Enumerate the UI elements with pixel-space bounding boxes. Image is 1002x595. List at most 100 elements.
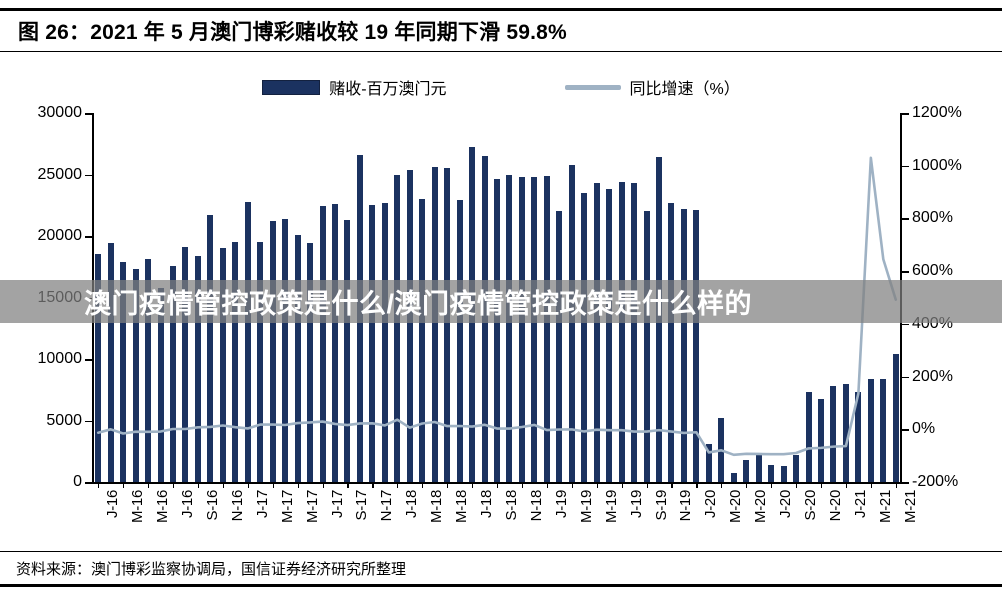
y-tick-left: [85, 420, 92, 422]
x-tick-label: N-17: [378, 490, 396, 522]
chart-source-bar: 资料来源：澳门博彩监察协调局，国信证券经济研究所整理: [0, 551, 1002, 587]
bar: [107, 243, 114, 482]
x-tick-label: N-16: [228, 490, 246, 522]
bar: [307, 243, 314, 482]
y-tick-right: [902, 482, 909, 484]
x-tick: [671, 482, 673, 488]
x-tick-label: J-18: [403, 490, 421, 518]
x-tick: [372, 482, 374, 488]
x-tick-label: M-21: [901, 490, 919, 523]
bar: [194, 255, 201, 482]
y-tick-right: [902, 376, 909, 379]
watermark-text: 澳门疫情管控政策是什么/澳门疫情管控政策是什么样的: [84, 289, 753, 319]
y-tick-label-right: 1000%: [912, 156, 962, 174]
x-tick-label: J-19: [552, 490, 570, 518]
x-tick: [771, 482, 773, 488]
y-tick-label-left: 0: [73, 473, 82, 490]
x-tick: [721, 482, 723, 488]
x-tick: [148, 482, 150, 488]
bar: [232, 242, 239, 482]
x-tick: [621, 482, 623, 488]
x-tick-label: M-19: [577, 490, 595, 523]
x-tick-label: S-19: [652, 490, 670, 521]
x-tick-label: M-18: [428, 490, 446, 523]
x-tick: [447, 482, 449, 488]
bar: [456, 200, 463, 482]
x-tick-label: N-20: [827, 490, 844, 522]
x-tick-label: J-20: [702, 490, 720, 518]
x-tick-label: M-19: [602, 490, 620, 523]
chart-area: 050001000015000200002500030000 -200%0%20…: [0, 104, 1002, 554]
y-tick-label-left: 30000: [37, 104, 83, 121]
bar: [170, 265, 176, 482]
x-tick-label: J-16: [179, 490, 196, 518]
x-tick-label: M-16: [129, 490, 147, 523]
bar: [381, 202, 388, 482]
x-tick-label: J-21: [851, 490, 869, 518]
bar: [269, 221, 276, 482]
x-tick: [821, 482, 823, 488]
bar: [157, 287, 164, 482]
bar: [618, 181, 625, 482]
bar: [132, 269, 139, 482]
y-tick-label-right: 0%: [912, 420, 936, 438]
x-tick: [571, 482, 573, 488]
bar: [294, 234, 301, 482]
x-tick: [347, 482, 349, 488]
x-tick: [173, 482, 175, 488]
bar: [531, 176, 538, 482]
x-tick: [472, 482, 474, 488]
x-tick-label: M-20: [727, 490, 745, 523]
page-title: 图 26：2021 年 5 月澳门博彩赌收较 19 年同期下滑 59.8%: [18, 21, 567, 44]
bar: [406, 169, 413, 482]
bar: [680, 208, 687, 482]
legend-item-line: 同比增速（%）: [564, 75, 740, 99]
bar: [793, 454, 800, 482]
bar: [880, 378, 887, 482]
x-tick-label: M-16: [154, 490, 172, 523]
x-tick-label: M-20: [752, 490, 770, 523]
y-tick-right: [902, 165, 909, 168]
y-tick-right: [902, 429, 909, 431]
bar: [867, 378, 874, 482]
bar: [219, 248, 226, 482]
bar: [768, 465, 775, 482]
y-tick-right: [902, 323, 909, 326]
bar: [830, 386, 837, 482]
x-tick-label: J-20: [777, 490, 795, 518]
y-tick-label-right: 200%: [912, 367, 953, 385]
bar: [643, 211, 650, 482]
y-tick-left: [85, 482, 92, 484]
bar: [207, 215, 214, 482]
x-axis-labels: J-16 M-16 M-16 J-16 S-16 N-16 J-17 M-17 M-17 J-17…: [92, 490, 919, 552]
x-tick: [546, 482, 549, 488]
bar: [755, 454, 762, 482]
legend-swatch-bar-icon: [262, 79, 321, 95]
y-tick-left: [85, 236, 92, 238]
x-tick: [197, 482, 200, 488]
bar: [842, 383, 849, 482]
x-tick-label: M-17: [303, 490, 321, 523]
x-tick: [272, 482, 274, 488]
x-tick-label: S-18: [503, 490, 520, 521]
x-tick-label: N-18: [527, 490, 545, 522]
y-tick-left: [85, 174, 92, 176]
x-tick: [696, 482, 698, 488]
x-tick: [247, 482, 249, 488]
bar: [431, 167, 438, 482]
bar: [631, 183, 638, 482]
x-tick-label: M-18: [453, 490, 471, 523]
x-tick: [521, 482, 524, 488]
legend-label-bar: 赌收-百万澳门元: [329, 81, 447, 98]
bar: [581, 192, 588, 482]
chart-title-bar: 图 26：2021 年 5 月澳门博彩赌收较 19 年同期下滑 59.8%: [0, 8, 1002, 52]
bar: [855, 392, 862, 482]
x-tick-label: S-20: [802, 490, 820, 521]
bar: [332, 204, 338, 482]
x-tick-label: M-21: [876, 490, 894, 523]
bar: [244, 201, 251, 482]
x-tick: [98, 482, 100, 488]
y-tick-right: [902, 113, 909, 115]
legend-item-bar: 赌收-百万澳门元: [262, 75, 447, 99]
